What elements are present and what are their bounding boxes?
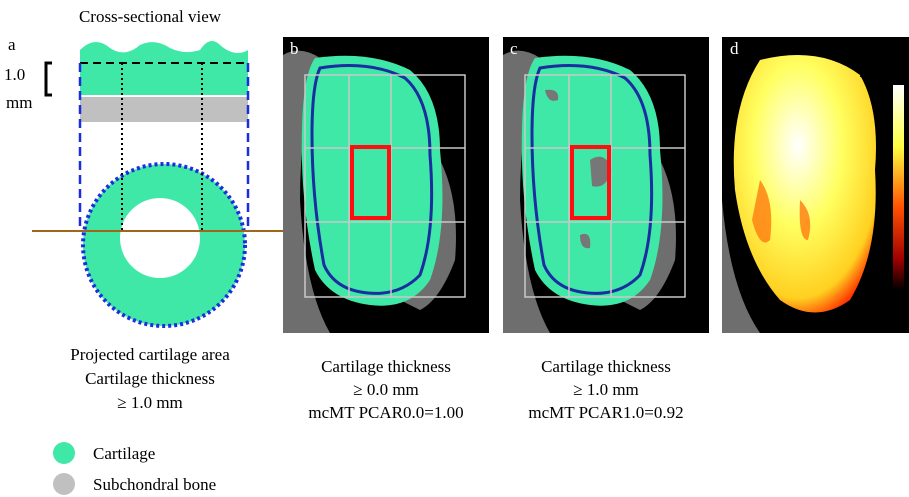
panel-label: d <box>730 39 739 58</box>
panel-d: d 2.0mm 0.0mm <box>722 37 909 333</box>
panel-label: b <box>290 39 299 58</box>
legend-swatch <box>53 473 75 495</box>
panel-b: b Cartilage thickness ≥ 0.0 mm mcMT PCAR… <box>283 37 489 422</box>
scale-value: 1.0 <box>4 65 25 84</box>
projected-hole <box>120 198 200 278</box>
figure: Cross-sectional view a 1.0 mm Projected … <box>0 0 909 497</box>
panel-label: a <box>8 35 16 54</box>
caption: Cartilage thickness <box>541 357 671 376</box>
scale-bracket <box>46 63 52 95</box>
legend-label: Subchondral bone <box>93 475 216 494</box>
colorbar <box>893 85 904 290</box>
caption: ≥ 1.0 mm <box>117 393 183 412</box>
caption: ≥ 1.0 mm <box>573 380 639 399</box>
colorbar-label: 2.0mm <box>859 62 907 81</box>
legend-label: Cartilage <box>93 444 155 463</box>
panel-c: c Cartilage thickness ≥ 1.0 mm mcMT PCAR… <box>503 37 709 422</box>
legend-swatch <box>53 442 75 464</box>
caption: ≥ 0.0 mm <box>353 380 419 399</box>
caption: Cartilage thickness <box>321 357 451 376</box>
caption: mcMT PCAR1.0=0.92 <box>528 403 683 422</box>
bone-section <box>80 97 248 122</box>
panel-title: Cross-sectional view <box>79 7 222 26</box>
caption: Cartilage thickness <box>85 369 215 388</box>
caption: Projected cartilage area <box>70 345 230 364</box>
scale-unit: mm <box>6 93 32 112</box>
panel-label: c <box>510 39 518 58</box>
caption: mcMT PCAR0.0=1.00 <box>308 403 463 422</box>
colorbar-label: 0.0mm <box>859 302 907 321</box>
panel-a: Cross-sectional view a 1.0 mm Projected … <box>4 7 285 495</box>
